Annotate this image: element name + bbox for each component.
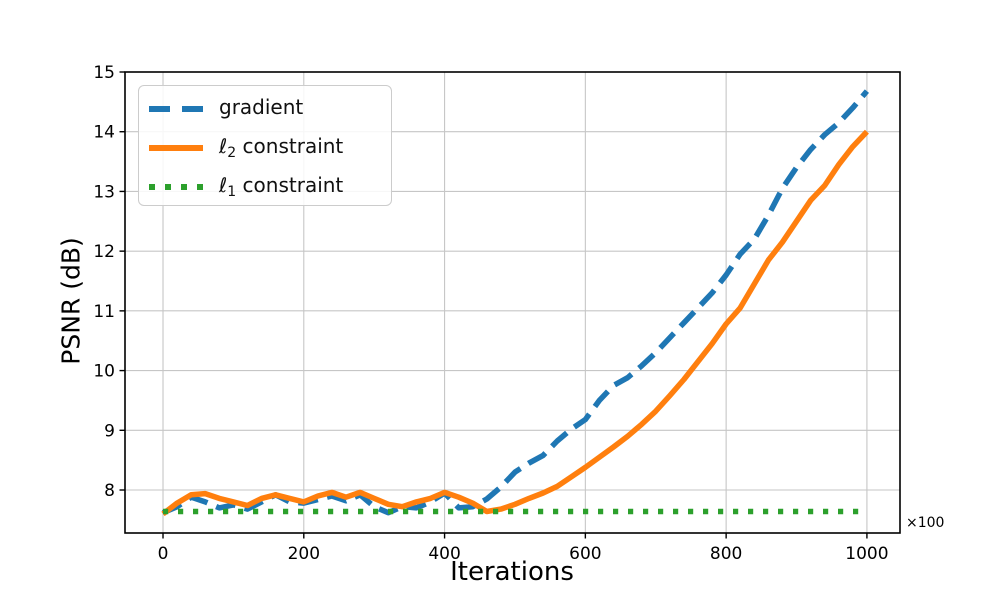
- svg-text:15: 15: [93, 63, 115, 83]
- legend-item-gradient: gradient: [149, 89, 391, 128]
- legend-line-sample-l2: [149, 144, 203, 151]
- svg-text:600: 600: [569, 544, 601, 564]
- svg-text:8: 8: [104, 481, 115, 501]
- legend-line-sample-gradient: [149, 105, 203, 112]
- legend-item-l2-constraint: ℓ2 constraint: [149, 128, 391, 167]
- svg-text:800: 800: [710, 544, 742, 564]
- legend: gradient ℓ2 constraint ℓ1 constraint: [138, 85, 392, 206]
- x-axis-offset-text: ×100: [906, 515, 945, 531]
- legend-item-l1-constraint: ℓ1 constraint: [149, 167, 391, 206]
- svg-text:12: 12: [93, 242, 115, 262]
- legend-label-l2: ℓ2 constraint: [219, 134, 344, 161]
- svg-text:13: 13: [93, 182, 115, 202]
- y-axis-label: PSNR (dB): [56, 237, 86, 365]
- svg-text:400: 400: [428, 544, 460, 564]
- svg-text:1000: 1000: [845, 544, 888, 564]
- svg-text:10: 10: [93, 362, 115, 382]
- svg-text:0: 0: [158, 544, 169, 564]
- svg-text:200: 200: [288, 544, 320, 564]
- legend-label-l1: ℓ1 constraint: [219, 173, 344, 200]
- legend-label-gradient: gradient: [219, 95, 304, 119]
- legend-line-sample-l1: [149, 183, 203, 190]
- svg-text:14: 14: [93, 123, 115, 143]
- svg-text:11: 11: [93, 302, 115, 322]
- svg-text:9: 9: [104, 421, 115, 441]
- x-axis-label: Iterations: [450, 557, 574, 587]
